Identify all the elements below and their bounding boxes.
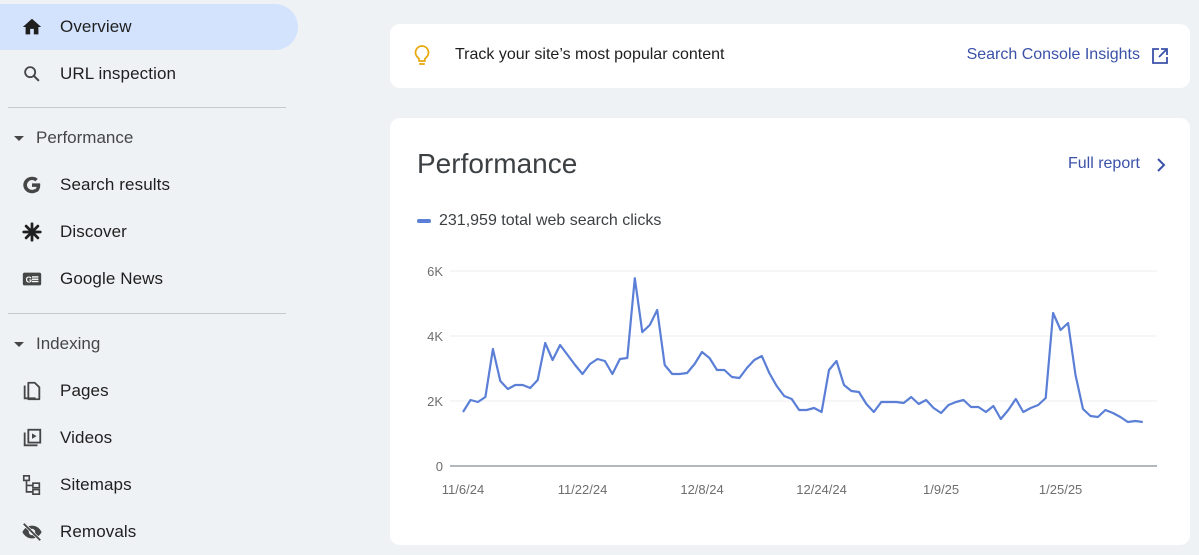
nav-label: Search results	[60, 175, 171, 194]
x-tick-label: 1/25/25	[1039, 482, 1082, 497]
nav-label: URL inspection	[60, 64, 177, 83]
x-tick-label: 11/6/24	[442, 482, 484, 497]
y-tick-label: 4K	[427, 329, 443, 344]
nav-item-sitemaps[interactable]: Sitemaps	[0, 462, 298, 508]
nav-label: Overview	[60, 17, 132, 36]
tip-text: Track your site’s most popular content	[455, 46, 725, 63]
videos-icon	[20, 426, 44, 450]
divider	[8, 313, 286, 314]
nav-item-google-news[interactable]: G Google News	[0, 256, 298, 302]
nav-item-url-inspection[interactable]: URL inspection	[0, 51, 298, 97]
clicks-series-line	[462, 277, 1143, 424]
sidebar: Overview URL inspection Performance Sear…	[0, 0, 300, 553]
nav-label: Discover	[60, 222, 127, 241]
svg-text:G: G	[26, 276, 32, 285]
y-tick-label: 6K	[427, 264, 443, 279]
asterisk-icon	[20, 220, 44, 244]
nav-label: Sitemaps	[60, 475, 132, 494]
removals-icon	[20, 520, 44, 544]
home-icon	[20, 15, 44, 39]
legend-text: 231,959 total web search clicks	[439, 212, 662, 229]
clicks-line-chart: 0 2K 4K 6K 11/6/24 11/22/24 12/8/24 12/24/24 1/9…	[427, 264, 1157, 497]
google-news-icon: G	[20, 267, 44, 291]
nav-item-discover[interactable]: Discover	[0, 209, 298, 255]
performance-card: Performance Full report 231,959 total we…	[390, 118, 1190, 545]
nav-item-search-results[interactable]: Search results	[0, 162, 298, 208]
section-indexing-toggle[interactable]: Indexing	[0, 324, 290, 364]
search-icon	[20, 62, 44, 86]
y-tick-label: 0	[436, 459, 443, 474]
chevron-right-icon[interactable]	[1154, 156, 1168, 174]
nav-item-removals[interactable]: Removals	[0, 509, 298, 555]
search-console-insights-link[interactable]: Search Console Insights	[966, 46, 1140, 63]
caret-down-icon	[14, 135, 24, 141]
divider	[8, 107, 286, 108]
nav-item-pages[interactable]: Pages	[0, 368, 298, 414]
sitemaps-icon	[20, 473, 44, 497]
x-tick-label: 12/8/24	[680, 482, 723, 497]
performance-title: Performance	[417, 148, 578, 179]
section-performance-toggle[interactable]: Performance	[0, 118, 290, 158]
x-tick-label: 12/24/24	[796, 482, 847, 497]
nav-item-overview[interactable]: Overview	[0, 4, 298, 50]
pages-icon	[20, 379, 44, 403]
open-in-new-icon[interactable]	[1150, 46, 1170, 66]
y-tick-label: 2K	[427, 394, 443, 409]
section-label: Indexing	[36, 334, 101, 353]
lightbulb-icon	[412, 44, 432, 68]
x-tick-label: 11/22/24	[558, 482, 608, 497]
nav-label: Videos	[60, 428, 113, 447]
nav-label: Removals	[60, 522, 137, 541]
full-report-link[interactable]: Full report	[1067, 155, 1140, 172]
nav-label: Google News	[60, 269, 164, 288]
section-label: Performance	[36, 128, 134, 147]
nav-item-videos[interactable]: Videos	[0, 415, 298, 461]
nav-label: Pages	[60, 381, 109, 400]
google-g-icon	[20, 173, 44, 197]
insights-tip-card: Track your site’s most popular content S…	[390, 24, 1190, 88]
caret-down-icon	[14, 341, 24, 347]
chart-legend: 231,959 total web search clicks	[417, 212, 661, 230]
x-tick-label: 1/9/25	[923, 482, 959, 497]
legend-swatch	[417, 219, 431, 223]
